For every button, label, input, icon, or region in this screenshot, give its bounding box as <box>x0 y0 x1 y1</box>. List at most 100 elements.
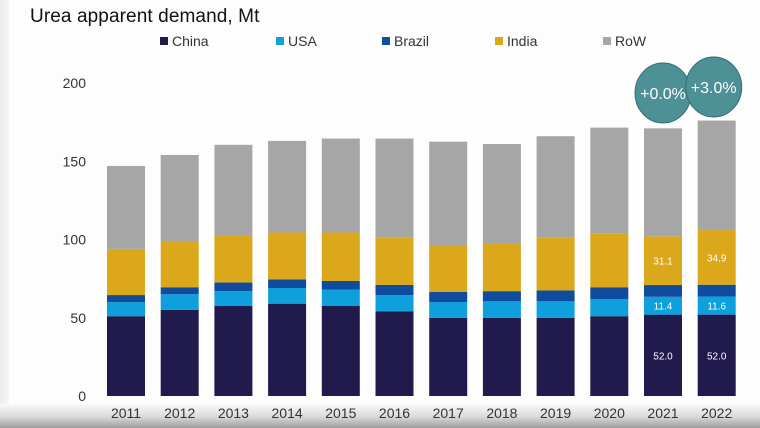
bar-segment-row <box>160 154 199 242</box>
x-tick-label: 2022 <box>701 405 732 421</box>
legend-swatch-row <box>603 37 611 45</box>
bar-segment-china <box>697 314 736 396</box>
y-tick-label: 100 <box>63 232 87 248</box>
data-label-china: 52.0 <box>707 351 727 362</box>
x-tick-label: 2020 <box>594 405 625 421</box>
bar-segment-usa <box>697 296 736 315</box>
y-tick-label: 150 <box>63 153 87 169</box>
bar-segment-china <box>536 317 575 396</box>
x-tick-label: 2019 <box>540 405 571 421</box>
bar-segment-china <box>590 316 629 396</box>
bar-segment-brazil <box>536 290 575 302</box>
legend-item-china: China <box>160 33 209 49</box>
bar-segment-china <box>268 303 307 396</box>
bar-segment-usa <box>375 295 414 312</box>
bar-segment-row <box>482 144 521 244</box>
legend-item-india: India <box>495 33 537 49</box>
bar-segment-row <box>268 140 307 233</box>
y-tick-label: 200 <box>63 75 87 91</box>
bar-segment-row <box>107 165 145 249</box>
data-label-usa: 11.4 <box>654 302 673 313</box>
bar-segment-china <box>214 306 253 396</box>
bar-segment-india <box>160 241 199 288</box>
bar-segment-usa <box>268 288 307 304</box>
data-label-usa: 11.6 <box>707 302 726 313</box>
bar-segment-usa <box>321 289 360 307</box>
bar-segment-usa <box>536 301 575 318</box>
legend-label-china: China <box>172 33 209 49</box>
bar-segment-row <box>429 141 468 245</box>
bar-segment-row <box>321 138 360 233</box>
bar-segment-brazil <box>644 285 682 297</box>
bar-segment-usa <box>644 296 682 315</box>
bar-segment-brazil <box>375 284 414 296</box>
bar-segment-india <box>214 235 253 283</box>
bar-segment-china <box>160 309 199 396</box>
bar-segment-row <box>697 120 736 231</box>
bar-segment-brazil <box>160 287 199 295</box>
bar-segment-china <box>321 306 360 396</box>
bar-segment-india <box>375 237 414 285</box>
legend-label-india: India <box>507 33 538 49</box>
growth-bubble-label: +0.0% <box>640 86 686 103</box>
bar-segment-usa <box>429 302 468 318</box>
y-tick-label: 0 <box>78 388 86 404</box>
bottom-gradient-band <box>0 404 760 428</box>
bar-segment-india <box>536 237 575 291</box>
bar-segment-india <box>644 236 682 286</box>
x-tick-label: 2021 <box>647 405 678 421</box>
data-label-china: 52.0 <box>653 351 673 362</box>
bar-segment-brazil <box>590 287 629 299</box>
y-tick-label: 50 <box>70 310 86 326</box>
bar-segment-china <box>107 316 145 396</box>
x-tick-label: 2016 <box>379 405 410 421</box>
x-tick-label: 2017 <box>433 405 464 421</box>
legend-item-brazil: Brazil <box>382 33 429 49</box>
x-tick-label: 2011 <box>111 405 141 421</box>
legend-label-usa: USA <box>288 33 317 49</box>
bar-segment-brazil <box>429 291 468 303</box>
bar-segment-usa <box>160 294 199 310</box>
legend-label-row: RoW <box>615 33 647 49</box>
bar-segment-row <box>590 127 629 234</box>
bar-segment-india <box>321 232 360 281</box>
legend-swatch-usa <box>276 37 284 45</box>
legend-item-usa: USA <box>276 33 317 49</box>
bar-segment-india <box>482 243 521 292</box>
bar-segment-brazil <box>482 291 521 302</box>
bar-segment-india <box>590 233 629 288</box>
legend-item-row: RoW <box>603 33 646 49</box>
bar-segment-brazil <box>214 282 253 292</box>
bar-segment-brazil <box>268 279 307 289</box>
bar-segment-usa <box>482 301 521 318</box>
bar-segment-india <box>107 248 145 296</box>
bar-segment-row <box>375 138 414 238</box>
bar-segment-brazil <box>107 295 145 303</box>
growth-bubble <box>685 56 743 118</box>
legend-label-brazil: Brazil <box>394 33 430 49</box>
bar-segment-china <box>429 317 468 396</box>
bar-segment-india <box>697 230 736 285</box>
bar-segment-brazil <box>697 284 736 297</box>
legend-swatch-brazil <box>382 37 390 45</box>
x-tick-label: 2014 <box>272 405 303 421</box>
bar-segment-usa <box>590 298 629 317</box>
bar-segment-india <box>268 232 307 280</box>
x-tick-label: 2015 <box>325 405 356 421</box>
legend: China USA Brazil India RoW <box>0 33 760 53</box>
left-border-strip <box>0 0 9 428</box>
bar-segment-brazil <box>321 280 360 290</box>
bar-segment-india <box>429 244 468 292</box>
legend-swatch-india <box>495 37 503 45</box>
legend-swatch-china <box>160 37 168 45</box>
bar-segment-usa <box>214 291 253 307</box>
bar-segment-china <box>482 317 521 396</box>
x-tick-label: 2018 <box>486 405 517 421</box>
bar-segment-row <box>644 128 682 237</box>
bar-segment-usa <box>107 302 145 317</box>
data-label-india: 34.9 <box>707 253 727 264</box>
x-tick-label: 2013 <box>218 405 249 421</box>
bar-segment-china <box>644 314 682 396</box>
bar-segment-row <box>536 136 575 238</box>
chart-title: Urea apparent demand, Mt <box>30 6 260 27</box>
